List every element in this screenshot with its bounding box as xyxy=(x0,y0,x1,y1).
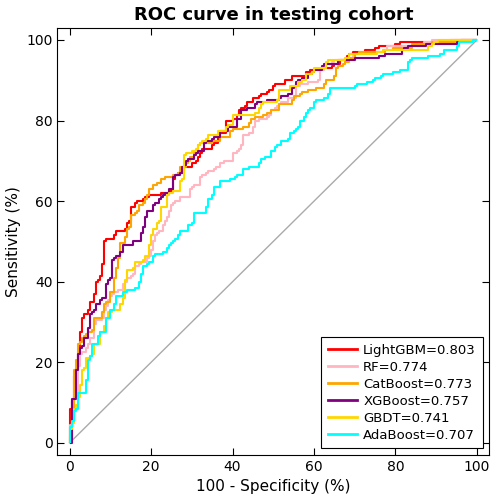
Legend: LightGBM=0.803, RF=0.774, CatBoost=0.773, XGBoost=0.757, GBDT=0.741, AdaBoost=0.: LightGBM=0.803, RF=0.774, CatBoost=0.773… xyxy=(321,338,483,448)
Y-axis label: Sensitivity (%): Sensitivity (%) xyxy=(5,186,20,297)
X-axis label: 100 - Specificity (%): 100 - Specificity (%) xyxy=(196,480,350,494)
Title: ROC curve in testing cohort: ROC curve in testing cohort xyxy=(134,6,413,24)
